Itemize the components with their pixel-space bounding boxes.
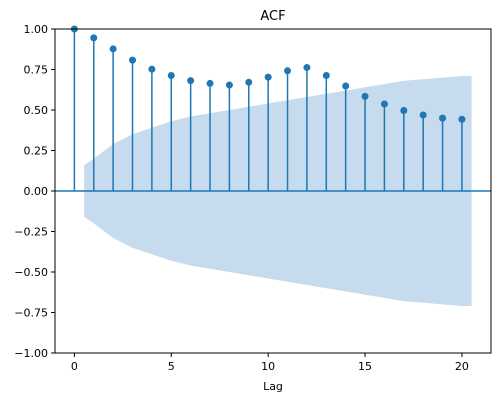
y-tick-label: −1.00 — [14, 347, 48, 360]
acf-point-19 — [439, 114, 447, 122]
acf-point-17 — [400, 106, 408, 114]
y-ticks: −1.00 −0.75 −0.50 −0.25 0.00 0.25 0.50 0.75 1.00 — [14, 23, 55, 360]
x-tick-label: 5 — [168, 360, 175, 373]
acf-point-8 — [225, 81, 233, 89]
acf-point-1 — [90, 34, 98, 42]
x-tick-label: 20 — [455, 360, 469, 373]
y-tick-label: −0.25 — [14, 226, 48, 239]
y-tick-label: 0.75 — [24, 64, 49, 77]
x-axis-label: Lag — [263, 380, 283, 393]
x-tick-label: 15 — [358, 360, 372, 373]
stems-layer — [55, 25, 491, 192]
y-tick-label: 0.50 — [24, 104, 49, 117]
acf-point-4 — [148, 65, 156, 73]
acf-point-15 — [361, 92, 369, 100]
acf-point-7 — [206, 79, 214, 87]
y-tick-label: 0.00 — [24, 185, 49, 198]
acf-point-9 — [245, 78, 253, 86]
acf-point-11 — [284, 67, 292, 75]
acf-point-3 — [129, 56, 137, 64]
acf-point-5 — [167, 71, 175, 79]
acf-point-6 — [187, 77, 195, 85]
acf-point-14 — [342, 82, 350, 90]
acf-point-16 — [380, 100, 388, 108]
x-tick-label: 10 — [261, 360, 275, 373]
acf-point-13 — [322, 71, 330, 79]
y-tick-label: −0.75 — [14, 307, 48, 320]
y-tick-label: −0.50 — [14, 266, 48, 279]
y-tick-label: 1.00 — [24, 23, 49, 36]
acf-point-12 — [303, 64, 311, 72]
acf-point-2 — [109, 45, 117, 53]
x-tick-label: 0 — [71, 360, 78, 373]
acf-point-18 — [419, 111, 427, 119]
chart-title: ACF — [260, 9, 285, 24]
y-tick-label: 0.25 — [24, 145, 49, 158]
acf-point-20 — [458, 115, 466, 123]
x-ticks: 0 5 10 15 20 — [71, 353, 469, 373]
acf-point-10 — [264, 73, 272, 81]
